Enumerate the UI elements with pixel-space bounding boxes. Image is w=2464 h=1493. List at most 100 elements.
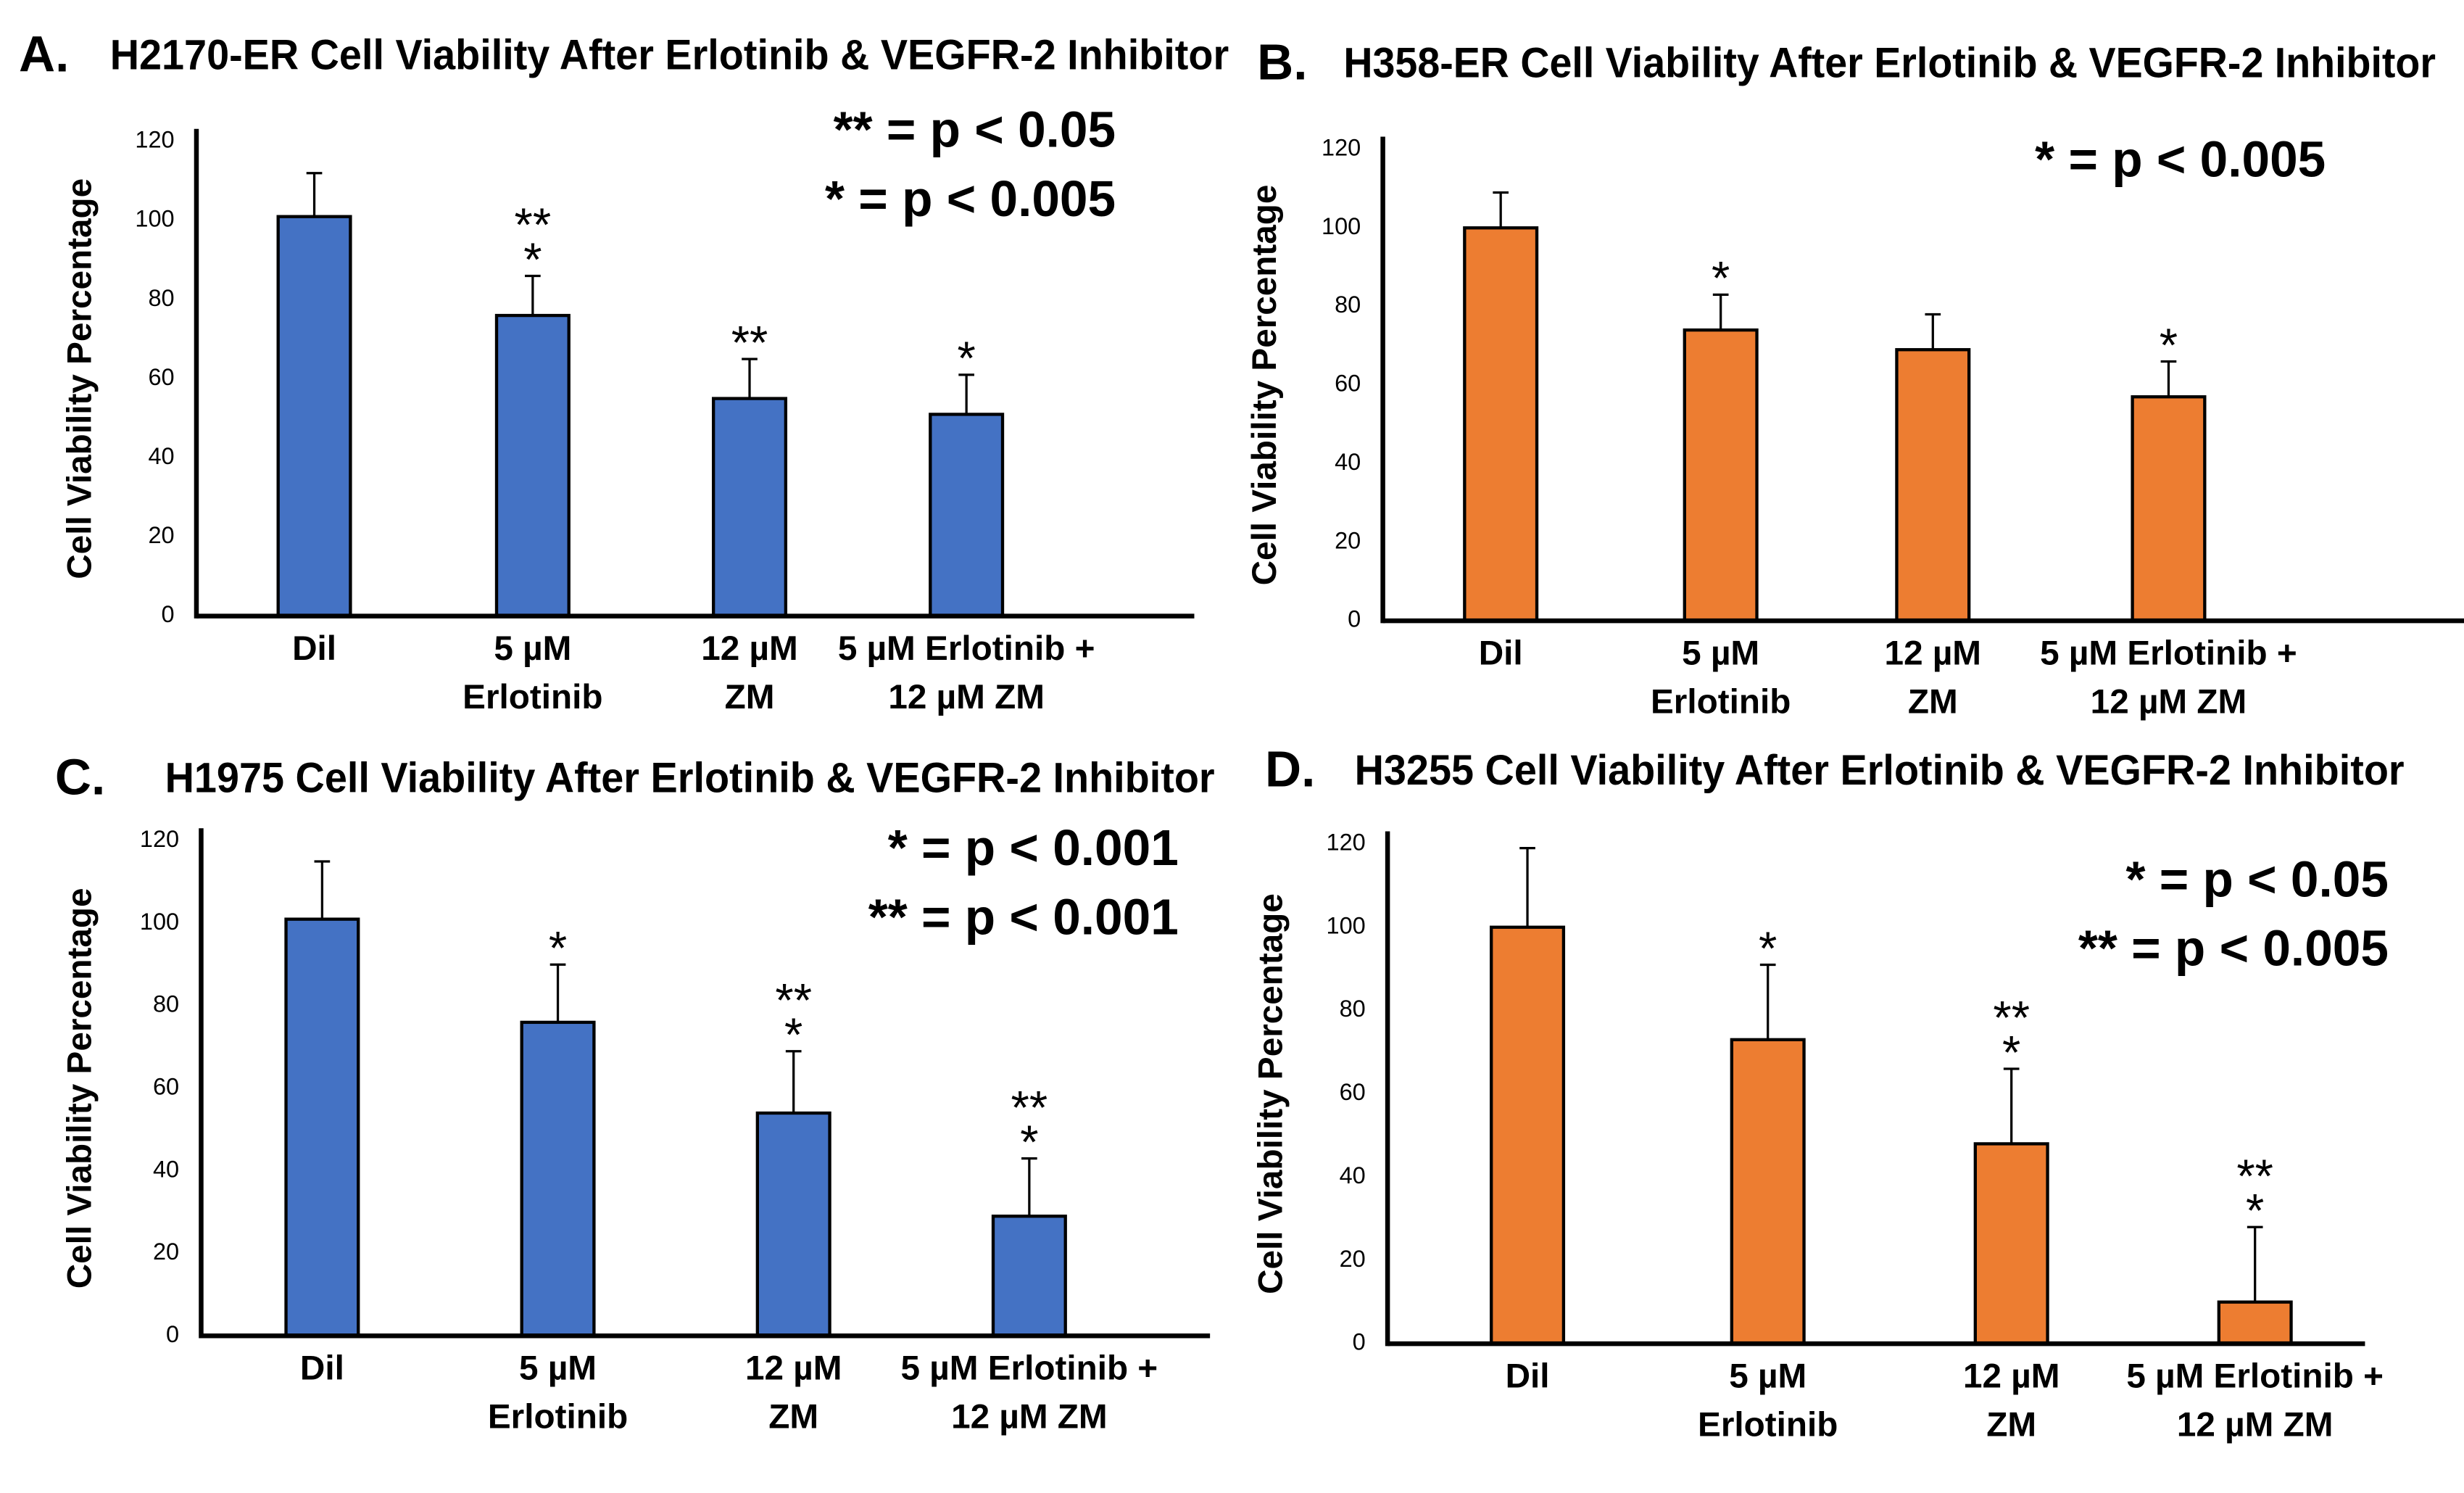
- annotation: * = p < 0.05: [2125, 851, 2388, 907]
- y-tick-label: 100: [1327, 912, 1366, 938]
- significance-mark: **: [1011, 1081, 1048, 1134]
- y-tick-label: 80: [148, 285, 174, 311]
- x-tick-label: Erlotinib: [488, 1398, 628, 1436]
- x-tick-label: 5 µM: [519, 1349, 597, 1388]
- x-tick-label: 12 µM ZM: [2177, 1406, 2334, 1444]
- y-tick-label: 80: [1335, 291, 1361, 318]
- x-tick-label: 12 µM ZM: [951, 1398, 1108, 1436]
- significance-mark: *: [549, 922, 567, 975]
- y-tick-label: 60: [153, 1073, 179, 1099]
- y-tick-label: 80: [1340, 996, 1366, 1022]
- significance-mark: *: [1020, 1115, 1038, 1168]
- significance-mark: **: [515, 199, 552, 252]
- significance-mark: **: [2236, 1149, 2273, 1202]
- y-tick-label: 40: [1340, 1162, 1366, 1188]
- y-tick-label: 0: [1348, 606, 1361, 632]
- y-tick-label: 120: [140, 826, 179, 852]
- bar: [1490, 925, 1566, 1346]
- bar: [520, 1020, 596, 1338]
- annotation: * = p < 0.005: [2035, 131, 2326, 188]
- annotation: * = p < 0.001: [888, 819, 1179, 876]
- x-tick-label: Erlotinib: [1698, 1406, 1838, 1444]
- x-tick-label: 12 µM: [1885, 634, 1981, 672]
- x-tick-label: 5 µM: [1729, 1357, 1806, 1395]
- significance-mark: **: [731, 316, 768, 369]
- x-tick-label: ZM: [1986, 1406, 2036, 1444]
- significance-mark: *: [784, 1009, 802, 1062]
- x-tick-label: 5 µM Erlotinib +: [838, 629, 1095, 668]
- panel-label: B.: [1257, 33, 1307, 90]
- significance-mark: *: [1712, 252, 1730, 305]
- y-tick-label: 20: [153, 1238, 179, 1265]
- x-tick-label: Erlotinib: [462, 678, 602, 716]
- bar: [1895, 348, 1971, 623]
- x-tick-label: 5 µM Erlotinib +: [2040, 634, 2297, 672]
- x-tick-label: Erlotinib: [1651, 683, 1791, 721]
- significance-mark: *: [957, 332, 975, 385]
- bar: [711, 397, 788, 618]
- y-tick-label: 60: [1335, 371, 1361, 397]
- y-tick-label: 20: [1335, 527, 1361, 553]
- y-tick-label: 20: [1340, 1246, 1366, 1272]
- significance-mark: *: [2246, 1184, 2264, 1237]
- x-tick-label: 5 µM Erlotinib +: [2126, 1357, 2384, 1395]
- y-tick-label: 60: [1340, 1079, 1366, 1105]
- bar: [1683, 328, 1759, 623]
- annotation: ** = p < 0.05: [834, 102, 1116, 158]
- significance-mark: *: [1759, 922, 1777, 975]
- x-tick-label: Dil: [300, 1349, 344, 1388]
- significance-mark: *: [2160, 318, 2178, 371]
- y-tick-label: 40: [153, 1156, 179, 1182]
- annotation: * = p < 0.005: [825, 170, 1116, 227]
- panel-label: D.: [1265, 741, 1315, 798]
- x-tick-label: 12 µM: [701, 629, 797, 668]
- x-tick-label: ZM: [768, 1398, 818, 1436]
- x-tick-label: 12 µM: [1963, 1357, 2059, 1395]
- x-tick-label: Dil: [1479, 634, 1523, 672]
- bar: [929, 413, 1005, 618]
- y-tick-label: 100: [140, 909, 179, 935]
- x-tick-label: ZM: [1908, 683, 1958, 721]
- y-tick-label: 120: [135, 127, 174, 153]
- y-axis-label: Cell Viability Percentage: [60, 888, 99, 1289]
- x-tick-label: 12 µM ZM: [888, 678, 1045, 716]
- chart-title: H358-ER Cell Viability After Erlotinib &…: [1343, 39, 2436, 86]
- x-tick-label: 5 µM: [1682, 634, 1759, 672]
- panel-label: C.: [55, 749, 105, 806]
- y-tick-label: 20: [148, 522, 174, 548]
- significance-mark: **: [1993, 991, 2030, 1044]
- x-tick-label: Dil: [292, 629, 336, 668]
- y-tick-label: 120: [1322, 134, 1361, 160]
- x-tick-label: ZM: [725, 678, 775, 716]
- bar: [755, 1111, 831, 1338]
- x-tick-label: 5 µM Erlotinib +: [901, 1349, 1158, 1388]
- bar: [2131, 395, 2207, 623]
- bar: [494, 313, 571, 618]
- panel-label: A.: [19, 26, 69, 83]
- chart-title: H3255 Cell Viability After Erlotinib & V…: [1355, 747, 2405, 794]
- significance-mark: **: [775, 974, 812, 1027]
- chart-title: H1975 Cell Viability After Erlotinib & V…: [165, 755, 1215, 802]
- x-tick-label: 12 µM ZM: [2091, 683, 2247, 721]
- y-axis-label: Cell Viability Percentage: [60, 178, 99, 579]
- bar: [1973, 1142, 2049, 1346]
- y-tick-label: 0: [1353, 1329, 1366, 1355]
- significance-mark: *: [2002, 1026, 2020, 1079]
- y-tick-label: 80: [153, 991, 179, 1017]
- bar: [991, 1215, 1067, 1338]
- y-axis-label: Cell Viability Percentage: [1245, 185, 1284, 586]
- y-tick-label: 0: [162, 601, 175, 627]
- annotation: ** = p < 0.001: [868, 888, 1179, 945]
- x-tick-label: 5 µM: [494, 629, 571, 668]
- bar: [276, 215, 352, 618]
- annotation: ** = p < 0.005: [2078, 920, 2389, 977]
- x-tick-label: 12 µM: [745, 1349, 842, 1388]
- bar: [2217, 1300, 2293, 1346]
- bar: [1463, 226, 1539, 623]
- y-axis-label: Cell Viability Percentage: [1251, 893, 1290, 1294]
- y-tick-label: 100: [1322, 213, 1361, 239]
- bar: [284, 917, 360, 1338]
- y-tick-label: 100: [135, 206, 174, 232]
